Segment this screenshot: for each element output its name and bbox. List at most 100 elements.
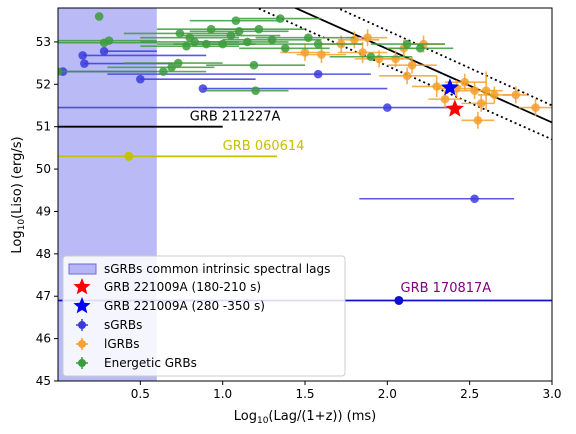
data-point: [254, 24, 264, 34]
data-point: [226, 31, 236, 40]
series-energetic-grbs: [58, 12, 454, 95]
fit-line-solid-0: [293, 8, 552, 124]
y-tick-label: 53: [36, 35, 51, 49]
data-point: [313, 39, 323, 49]
data-point: [78, 51, 87, 60]
named-burst-point: [394, 295, 404, 305]
data-point: [80, 59, 89, 68]
data-point: [159, 67, 168, 76]
data-point: [249, 60, 259, 70]
data-point: [363, 33, 372, 42]
x-tick-label: 2.5: [460, 387, 479, 401]
x-tick-label: 3.0: [542, 387, 561, 401]
x-axis-label-rest: (Lag/(1+z)) (ms): [268, 409, 376, 424]
x-axis-label-sub: 10: [257, 416, 269, 426]
y-tick-label: 48: [36, 247, 51, 261]
y-axis-label-rest: (Liso) (erg/s): [10, 136, 25, 219]
data-point: [190, 37, 199, 47]
data-point: [391, 54, 400, 64]
data-point: [531, 103, 540, 112]
data-point: [415, 43, 425, 53]
y-axis-label-main: Log: [10, 230, 25, 253]
series-lgrbs: [280, 29, 552, 129]
data-point: [173, 58, 183, 68]
data-point: [303, 33, 313, 42]
legend-shade-swatch: [68, 263, 97, 275]
data-point: [182, 41, 191, 51]
data-point: [231, 16, 241, 26]
data-point: [460, 77, 470, 87]
legend-label: GRB 221009A (280 -350 s): [104, 299, 265, 313]
data-point: [440, 94, 450, 104]
data-point: [313, 69, 323, 79]
legend: sGRBs common intrinsic spectral lags GRB…: [62, 255, 346, 377]
y-axis-label-sub: 10: [17, 219, 27, 231]
data-point: [300, 48, 310, 57]
data-point: [407, 60, 417, 70]
legend-box: [62, 255, 346, 377]
y-tick-label: 52: [36, 77, 51, 91]
data-point: [276, 14, 285, 23]
y-tick-label: 50: [36, 162, 51, 176]
data-point: [476, 99, 486, 108]
x-tick-label: 1.5: [295, 387, 314, 401]
y-tick-label: 46: [36, 332, 51, 346]
x-axis-label-main: Log: [234, 409, 257, 424]
y-tick-label: 45: [36, 374, 51, 388]
data-point: [251, 86, 260, 95]
x-tick-label: 2.0: [378, 387, 397, 401]
data-point: [366, 52, 376, 62]
data-point: [136, 74, 145, 84]
named-burst-label: GRB 170817A: [401, 281, 492, 296]
x-tick-label: 0.5: [131, 387, 150, 401]
data-point: [58, 67, 63, 76]
data-point: [490, 90, 499, 100]
data-point: [383, 103, 392, 112]
data-point: [473, 116, 483, 125]
data-point: [243, 37, 252, 47]
named-burst-point: [124, 151, 134, 161]
x-tick-label: 1.0: [213, 387, 232, 401]
legend-label: Energetic GRBs: [104, 356, 197, 370]
legend-marker-circle: [78, 359, 86, 367]
data-point: [511, 90, 521, 100]
data-point: [470, 194, 479, 204]
data-point: [481, 86, 491, 95]
legend-items: GRB 221009A (180-210 s) GRB 221009A (280 …: [73, 278, 265, 370]
y-tick-label: 47: [36, 289, 51, 303]
legend-marker-star: [73, 297, 91, 314]
y-tick-label: 51: [36, 120, 51, 134]
data-point: [218, 39, 227, 49]
data-point: [267, 35, 277, 45]
star-markers-layer: [440, 78, 464, 117]
data-point: [99, 46, 109, 56]
x-axis-label: Log10(Lag/(1+z)) (ms): [234, 409, 377, 426]
data-points-layer: [58, 12, 552, 204]
star-marker: [445, 99, 464, 117]
data-point: [402, 71, 412, 81]
data-point: [358, 48, 367, 57]
legend-marker-circle: [78, 321, 86, 329]
data-point: [94, 12, 104, 21]
data-point: [350, 35, 359, 45]
legend-label: sGRBs: [104, 318, 142, 332]
data-point: [280, 43, 290, 53]
star-marker: [440, 78, 459, 96]
legend-marker-circle: [78, 340, 86, 348]
legend-marker-star: [73, 278, 91, 295]
data-point: [432, 82, 442, 91]
legend-label: GRB 221009A (180-210 s): [104, 280, 261, 294]
named-burst-label: GRB 211227A: [190, 109, 281, 124]
data-point: [104, 36, 114, 45]
data-point: [167, 63, 176, 72]
legend-label: lGRBs: [104, 337, 139, 351]
axes-layer: 0.5 1.0 1.5 2.0 2.5 3.0 45 46 47 48 49 50 51 52 53: [36, 35, 562, 401]
data-point: [175, 29, 185, 38]
burst-labels-layer: GRB 211227A GRB 060614 GRB 170817A: [190, 109, 492, 296]
data-point: [402, 39, 412, 49]
legend-label-shade: sGRBs common intrinsic spectral lags: [104, 262, 330, 276]
data-point: [206, 24, 216, 34]
data-point: [234, 27, 244, 36]
named-burst-label: GRB 060614: [223, 139, 305, 154]
